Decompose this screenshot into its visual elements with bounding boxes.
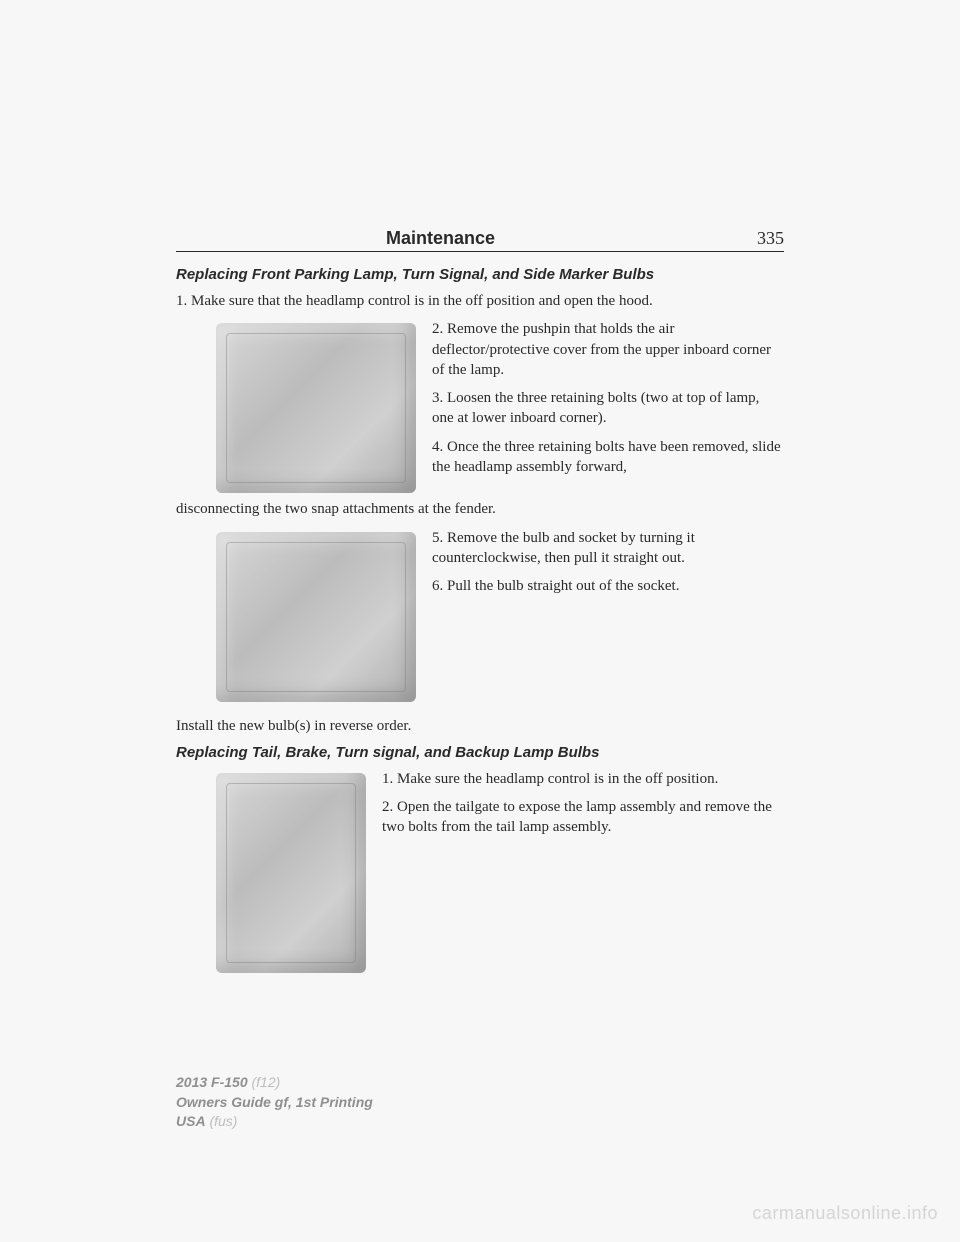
page-number: 335 [757, 228, 784, 249]
tail-lamp-illustration [216, 773, 366, 973]
figure3-block: 1. Make sure the headlamp control is in … [176, 769, 784, 979]
footer-country: USA [176, 1113, 206, 1129]
footer-line1: 2013 F-150 (f12) [176, 1073, 373, 1093]
section1-step4b: disconnecting the two snap attachments a… [176, 499, 784, 519]
footer-model: 2013 F-150 [176, 1074, 248, 1090]
headlamp-rear-illustration [216, 532, 416, 702]
section2-heading: Replacing Tail, Brake, Turn signal, and … [176, 744, 784, 761]
headlamp-front-illustration [216, 323, 416, 493]
page-footer: 2013 F-150 (f12) Owners Guide gf, 1st Pr… [176, 1073, 373, 1132]
footer-line3: USA (fus) [176, 1112, 373, 1132]
watermark: carmanualsonline.info [752, 1203, 938, 1224]
manual-page: Maintenance 335 Replacing Front Parking … [0, 0, 960, 979]
page-header: Maintenance 335 [176, 228, 784, 252]
footer-country-code: (fus) [209, 1113, 237, 1129]
section-title: Maintenance [386, 228, 495, 249]
footer-model-code: (f12) [252, 1074, 281, 1090]
section1-heading: Replacing Front Parking Lamp, Turn Signa… [176, 266, 784, 283]
section1-step1: 1. Make sure that the headlamp control i… [176, 291, 784, 311]
section1-closing: Install the new bulb(s) in reverse order… [176, 716, 784, 736]
footer-line2: Owners Guide gf, 1st Printing [176, 1093, 373, 1113]
figure2-block: 5. Remove the bulb and socket by turning… [176, 528, 784, 708]
figure1-block: 2. Remove the pushpin that holds the air… [176, 319, 784, 499]
